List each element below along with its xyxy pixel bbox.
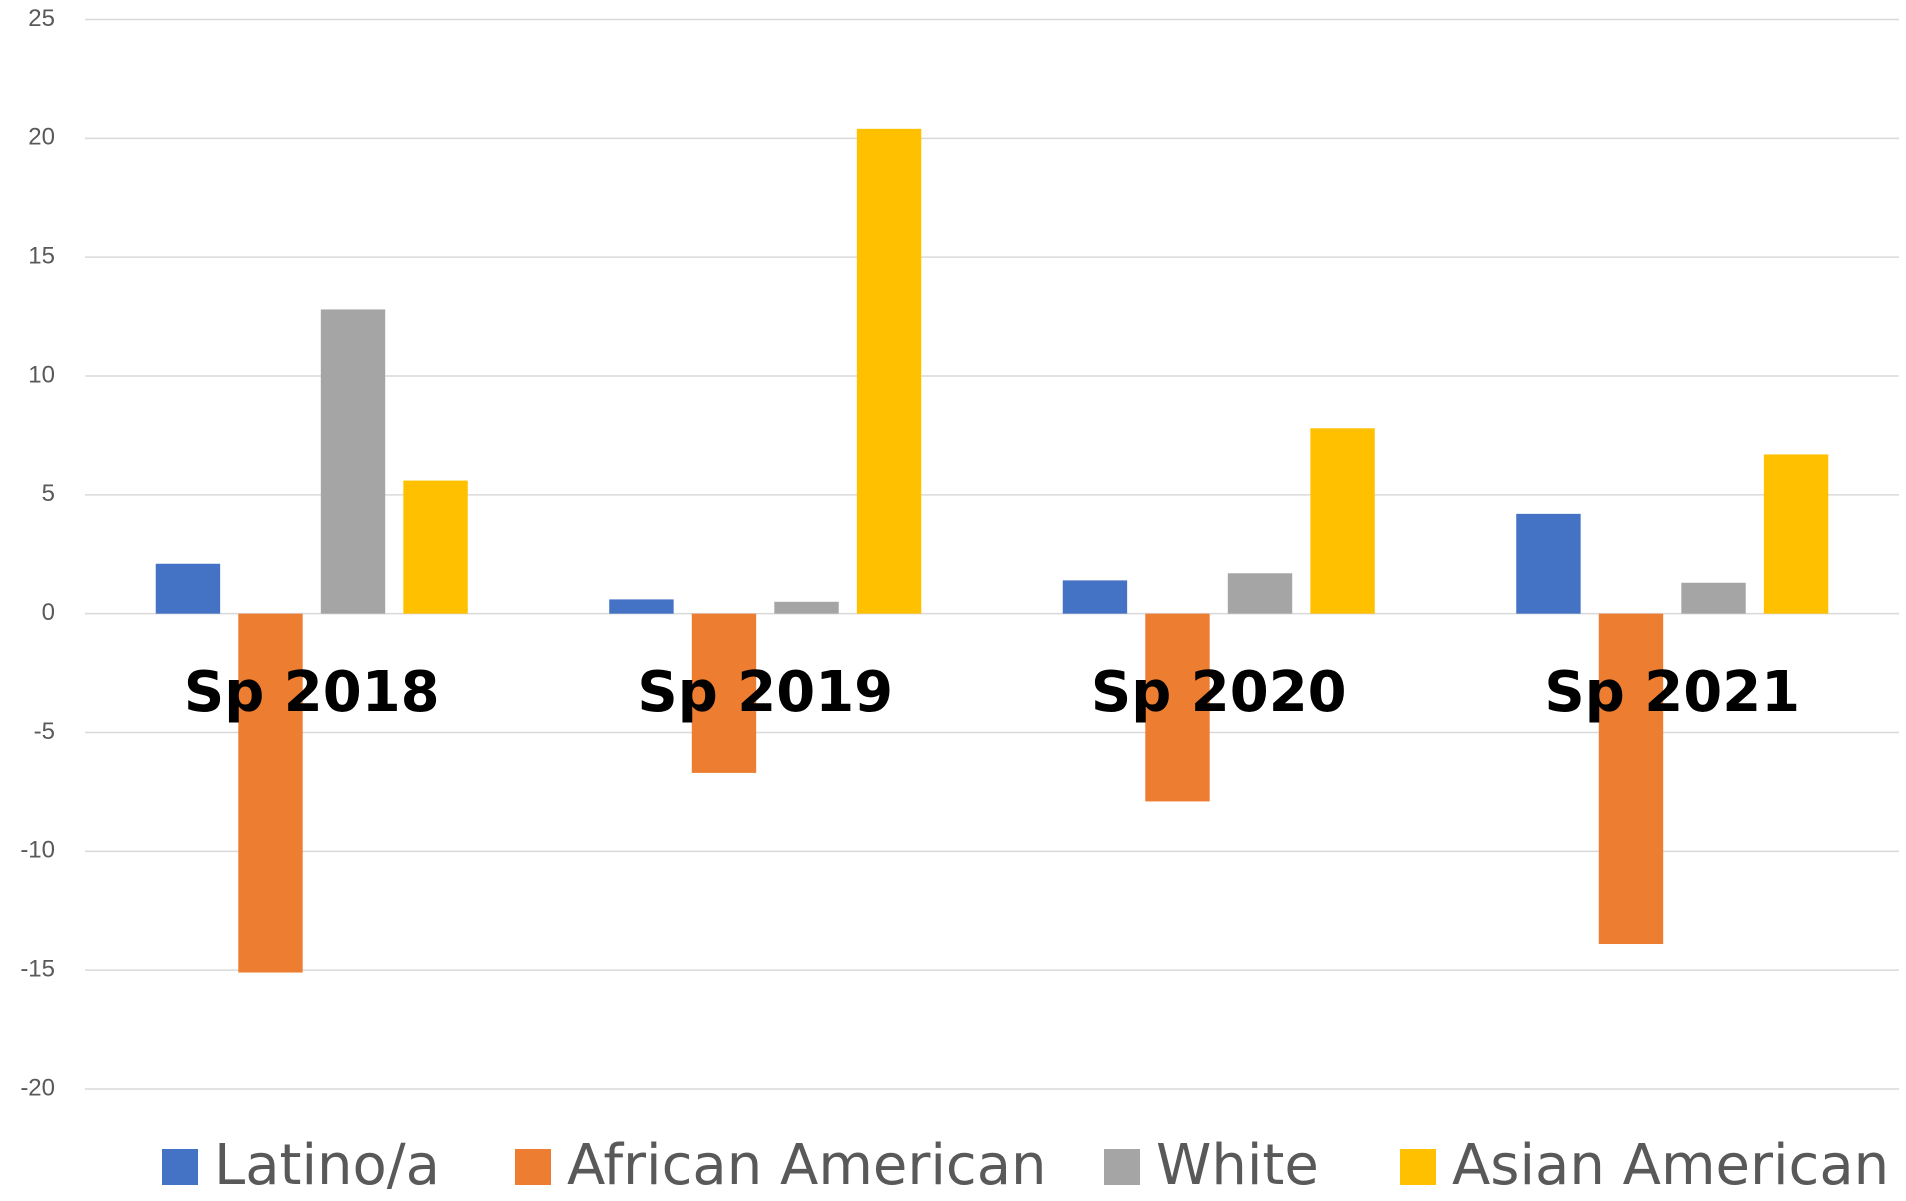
y-tick-label: 25: [28, 5, 55, 32]
bar: [1516, 513, 1581, 614]
bar: [238, 613, 303, 973]
y-tick-label: 10: [28, 361, 55, 388]
bar: [1681, 582, 1746, 614]
bar: [1145, 613, 1210, 802]
legend-label: Latino/a: [214, 1133, 440, 1198]
legend-swatch: [1400, 1149, 1436, 1185]
bar: [1598, 613, 1664, 945]
bar: [1763, 454, 1829, 614]
bar: [1310, 428, 1375, 614]
y-tick-label: 15: [28, 243, 55, 270]
bar: [320, 309, 386, 614]
x-tick-label: Sp 2018: [184, 660, 440, 725]
bar: [856, 128, 922, 614]
legend-swatch: [1104, 1149, 1140, 1185]
legend-swatch: [515, 1149, 551, 1185]
y-tick-label: -10: [20, 837, 55, 864]
x-tick-label: Sp 2020: [1091, 660, 1347, 725]
bar: [609, 599, 674, 614]
bar: [1062, 580, 1128, 614]
bar: [1227, 573, 1293, 614]
y-tick-label: 20: [28, 124, 55, 151]
bar: [774, 601, 839, 614]
bar: [691, 613, 757, 773]
y-tick-label: 0: [42, 599, 55, 626]
x-tick-label: Sp 2019: [637, 660, 893, 725]
legend-label: African American: [567, 1133, 1047, 1198]
y-tick-label: -5: [34, 718, 55, 745]
legend-label: Asian American: [1452, 1133, 1889, 1198]
bar: [155, 563, 221, 614]
x-tick-label: Sp 2021: [1544, 660, 1800, 725]
y-tick-label: -20: [20, 1074, 55, 1101]
bar: [403, 480, 468, 614]
legend-swatch: [162, 1149, 198, 1185]
legend-label: White: [1156, 1133, 1319, 1198]
y-tick-label: 5: [42, 480, 55, 507]
y-tick-label: -15: [20, 956, 55, 983]
